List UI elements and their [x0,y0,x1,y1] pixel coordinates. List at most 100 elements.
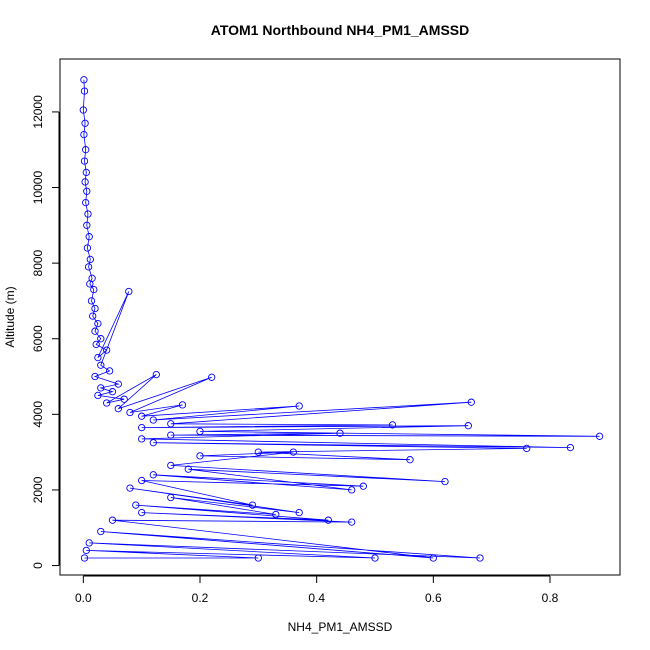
data-point [80,554,89,562]
data-point [83,221,91,229]
data-point [336,429,344,437]
data-point [254,554,262,562]
x-axis-label: NH4_PM1_AMSSD [288,620,393,634]
data-point [86,255,94,264]
data-point [295,508,303,517]
data-point [105,367,114,375]
data-point [167,431,175,439]
data-point [138,476,146,485]
x-tick-label: 0.6 [425,591,442,605]
data-point [91,372,99,381]
data-point [86,280,94,288]
data-point [94,353,102,362]
data-point [149,439,157,447]
data-point [184,465,192,473]
data-point [85,233,93,241]
chart-title: ATOM1 Northbound NH4_PM1_AMSSD [211,22,470,38]
data-point [295,402,303,410]
data-point [348,518,356,526]
y-axis: 0 2000 4000 6000 8000 10000 12000 [31,95,60,569]
data-point [406,456,414,464]
data-point [82,146,90,154]
data-point [208,373,216,381]
data-point [114,405,122,413]
data-point [94,319,102,328]
data-point [81,119,89,127]
data-point [85,539,93,547]
data-point [178,401,187,409]
data-point [125,287,133,296]
data-point [167,493,175,502]
data-point [248,501,257,509]
data-point [167,461,175,470]
data-point [83,187,91,195]
data-point [97,527,105,536]
data-point [566,443,575,452]
data-point [523,444,531,453]
data-point [429,554,437,562]
y-tick-label: 4000 [31,401,45,428]
x-tick-label: 0.2 [192,591,209,605]
data-point [87,297,96,305]
data-point [196,427,204,436]
plot-frame [59,58,621,576]
data-point [132,501,140,509]
data-point [90,285,98,294]
data-point [120,395,128,403]
data-point [91,304,99,313]
y-tick-label: 0 [31,562,45,569]
data-point [80,157,89,165]
data-point [83,244,92,252]
data-point [359,482,367,490]
data-point [81,178,89,186]
data-point [464,422,472,430]
data-point [595,432,604,440]
data-point [348,486,356,494]
data-point [388,421,397,429]
data-point [80,76,88,84]
data-point [82,546,90,555]
x-tick-label: 0.0 [75,591,92,605]
data-point [476,554,484,562]
x-tick-label: 0.4 [308,591,325,605]
data-point [94,391,102,400]
data-point [149,471,157,479]
data-point [108,516,117,524]
data-point [441,477,449,486]
data-point [126,408,134,417]
data-point [138,508,146,517]
data-point [82,198,90,207]
data-point [97,361,105,369]
y-tick-label: 2000 [31,476,45,503]
data-point [103,399,111,407]
data-point [108,388,117,396]
data-point [97,384,105,392]
data-point [272,510,280,519]
data-point [80,130,88,139]
data-point [289,448,297,456]
data-point [84,210,92,218]
data-point [82,168,90,177]
series-line [82,79,600,559]
y-axis-label: Altitude (m) [3,286,17,347]
x-tick-label: 0.8 [542,591,559,605]
data-point [167,420,175,428]
x-axis: 0.0 0.2 0.4 0.6 0.8 [75,575,559,605]
data-point [79,106,87,114]
data-point [84,263,93,271]
y-tick-label: 12000 [31,95,45,129]
series-layer [79,76,604,562]
data-point [467,398,475,406]
data-point [91,327,99,335]
data-point [371,554,379,562]
data-point [114,380,122,388]
data-point [97,335,105,343]
data-point [138,423,146,432]
data-point [254,448,262,456]
data-point [138,412,146,420]
data-point [149,416,157,424]
data-point [324,516,332,524]
data-point [138,435,146,443]
data-point [152,370,160,379]
